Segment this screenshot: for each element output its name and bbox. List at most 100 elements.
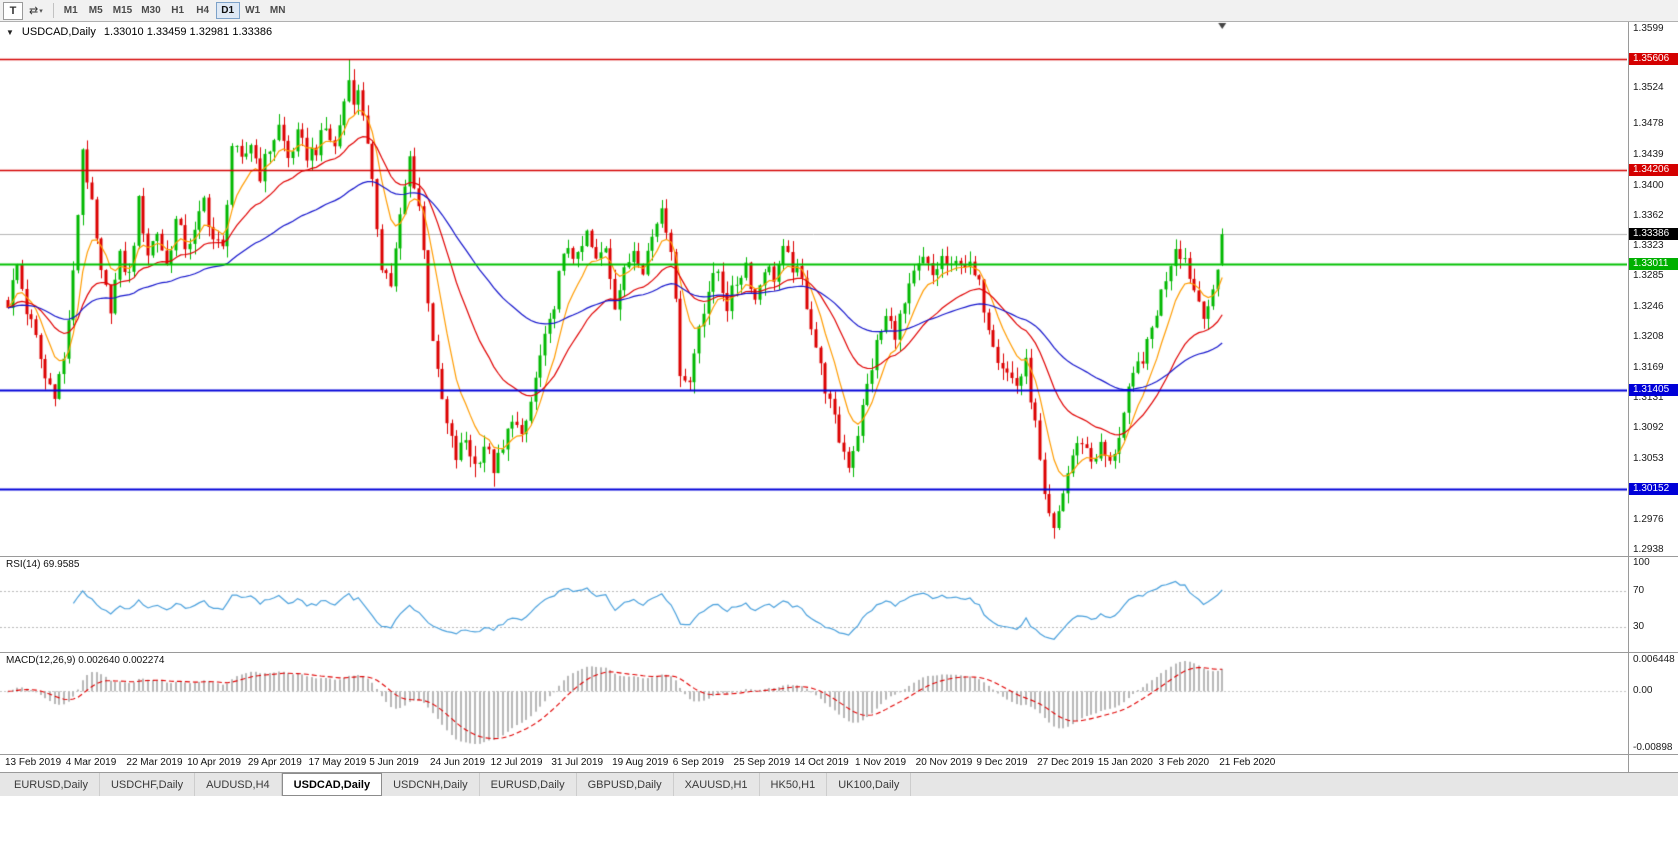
date-label: 4 Mar 2019 [65, 757, 117, 768]
chart-title: ▼ USDCAD,Daily 1.33010 1.33459 1.32981 1… [6, 26, 272, 38]
price-badge: 1.33011 [1629, 257, 1678, 270]
toolbar: T ⇄ ▾ M1 M5 M15 M30 H1 H4 D1 W1 MN [0, 0, 1678, 22]
chart-symbol-label: USDCAD,Daily [21, 26, 96, 38]
macd-axis[interactable]: 0.006448 0.00 -0.00898 [1628, 653, 1678, 754]
price-axis[interactable]: 1.3599 1.3524 1.3478 1.3439 1.3400 1.3362 1.33… [1628, 22, 1678, 556]
timeframe-button-m15[interactable]: M15 [109, 2, 136, 19]
bottom-spacer [0, 796, 1678, 853]
timeframe-button-w1[interactable]: W1 [241, 2, 265, 19]
timeframe-button-h1[interactable]: H1 [166, 2, 190, 19]
price-plot[interactable]: ▼ USDCAD,Daily 1.33010 1.33459 1.32981 1… [0, 22, 1628, 556]
date-label: 27 Dec 2019 [1037, 757, 1094, 768]
price-tick-label: 1.3169 [1633, 361, 1664, 373]
rsi-tick-label: 70 [1633, 584, 1645, 596]
chart-tabs-bar: EURUSD,Daily USDCHF,Daily AUDUSD,H4 USDCAD,… [0, 772, 1678, 796]
chart-collapse-icon[interactable]: ▼ [6, 28, 14, 37]
rsi-axis[interactable]: 100 70 30 [1628, 557, 1678, 652]
chart-tab-7-xauusd-h1[interactable]: XAUUSD,H1 [674, 773, 760, 796]
macd-plot[interactable]: MACD(12,26,9) 0.002640 0.002274 [0, 653, 1628, 754]
date-label: 25 Sep 2019 [733, 757, 791, 768]
price-badge: 1.33386 [1629, 228, 1678, 241]
macd-tick-label: 0.006448 [1633, 654, 1675, 665]
timeframe-button-h4[interactable]: H4 [191, 2, 215, 19]
rsi-tick-label: 30 [1633, 621, 1645, 633]
macd-tick-label: 0.00 [1633, 685, 1653, 697]
rsi-plot[interactable]: RSI(14) 69.9585 [0, 557, 1628, 652]
date-label: 21 Feb 2020 [1219, 757, 1276, 768]
date-label: 17 May 2019 [308, 757, 367, 768]
date-label: 6 Sep 2019 [672, 757, 724, 768]
price-tick-label: 1.3053 [1633, 453, 1664, 465]
date-axis-panel: 13 Feb 2019 4 Mar 2019 22 Mar 2019 10 Apr 2… [0, 754, 1678, 772]
macd-tick-label: -0.00898 [1633, 742, 1673, 753]
timeframe-group: M1 M5 M15 M30 H1 H4 D1 W1 MN [59, 2, 290, 19]
date-axis[interactable]: 13 Feb 2019 4 Mar 2019 22 Mar 2019 10 Apr 2… [0, 755, 1628, 772]
price-tick-label: 1.3285 [1633, 270, 1664, 282]
price-tick-label: 1.2976 [1633, 513, 1664, 525]
chart-tab-8-hk50-h1[interactable]: HK50,H1 [760, 773, 828, 796]
text-tool-button[interactable]: T [3, 1, 23, 20]
candlestick-chart[interactable] [0, 22, 1627, 556]
rsi-chart[interactable] [0, 557, 1627, 652]
timeframe-button-m30[interactable]: M30 [137, 2, 164, 19]
date-label: 5 Jun 2019 [369, 757, 419, 768]
rsi-tick-label: 100 [1633, 557, 1650, 568]
timeframe-button-m5[interactable]: M5 [84, 2, 108, 19]
date-label: 12 Jul 2019 [490, 757, 543, 768]
date-label: 14 Oct 2019 [794, 757, 849, 768]
price-tick-label: 1.3478 [1633, 118, 1664, 130]
price-tick-label: 1.3400 [1633, 179, 1664, 191]
macd-label: MACD(12,26,9) 0.002640 0.002274 [6, 655, 165, 666]
price-tick-label: 1.3246 [1633, 301, 1664, 313]
chart-tab-3-usdcad-daily[interactable]: USDCAD,Daily [281, 773, 383, 796]
rsi-label: RSI(14) 69.9585 [6, 559, 80, 570]
price-badge: 1.30152 [1629, 482, 1678, 495]
date-label: 1 Nov 2019 [854, 757, 907, 768]
price-tick-label: 1.3362 [1633, 209, 1664, 221]
date-label: 15 Jan 2020 [1097, 757, 1153, 768]
rsi-panel: RSI(14) 69.9585 100 70 30 [0, 556, 1678, 652]
date-label: 9 Dec 2019 [976, 757, 1028, 768]
price-tick-label: 1.3323 [1633, 240, 1664, 252]
date-label: 13 Feb 2019 [5, 757, 62, 768]
chart-tab-0-eurusd-daily[interactable]: EURUSD,Daily [3, 773, 100, 796]
chart-tab-4-usdcnh-daily[interactable]: USDCNH,Daily [382, 773, 480, 796]
chart-tab-6-gbpusd-daily[interactable]: GBPUSD,Daily [577, 773, 674, 796]
date-label: 24 Jun 2019 [429, 757, 486, 768]
date-label: 20 Nov 2019 [915, 757, 973, 768]
chart-tab-9-uk100-daily[interactable]: UK100,Daily [827, 773, 912, 796]
price-badge: 1.34206 [1629, 163, 1678, 176]
macd-panel: MACD(12,26,9) 0.002640 0.002274 0.006448… [0, 652, 1678, 754]
price-tick-label: 1.3524 [1633, 82, 1664, 94]
chevron-down-icon: ▾ [39, 7, 43, 15]
timeframe-button-m1[interactable]: M1 [59, 2, 83, 19]
price-badge: 1.31405 [1629, 384, 1678, 397]
chart-ohlc-values: 1.33010 1.33459 1.32981 1.33386 [103, 26, 273, 38]
chart-tab-1-usdchf-daily[interactable]: USDCHF,Daily [100, 773, 196, 796]
date-label: 29 Apr 2019 [247, 757, 302, 768]
date-label: 3 Feb 2020 [1158, 757, 1210, 768]
price-tick-label: 1.3208 [1633, 331, 1664, 343]
date-label: 10 Apr 2019 [187, 757, 242, 768]
price-tick-label: 1.3092 [1633, 422, 1664, 434]
date-axis-corner [1628, 755, 1678, 772]
price-tick-label: 1.2938 [1633, 543, 1664, 555]
cycle-arrows-icon: ⇄ [29, 5, 39, 17]
price-badge: 1.35606 [1629, 53, 1678, 66]
symbol-cycle-button[interactable]: ⇄ ▾ [24, 2, 48, 20]
date-label: 19 Aug 2019 [612, 757, 669, 768]
chart-tab-5-eurusd-daily[interactable]: EURUSD,Daily [480, 773, 577, 796]
price-tick-label: 1.3599 [1633, 23, 1664, 35]
price-tick-label: 1.3439 [1633, 149, 1664, 161]
chart-window: ▼ USDCAD,Daily 1.33010 1.33459 1.32981 1… [0, 22, 1678, 772]
timeframe-button-mn[interactable]: MN [266, 2, 290, 19]
toolbar-separator [52, 3, 54, 18]
price-tick-label: 1.3131 [1633, 391, 1664, 403]
chart-tab-2-audusd-h4[interactable]: AUDUSD,H4 [195, 773, 282, 796]
date-label: 31 Jul 2019 [551, 757, 604, 768]
timeframe-button-d1[interactable]: D1 [215, 2, 240, 19]
date-label: 22 Mar 2019 [126, 757, 183, 768]
main-price-panel: ▼ USDCAD,Daily 1.33010 1.33459 1.32981 1… [0, 22, 1678, 556]
macd-chart[interactable] [0, 653, 1627, 754]
